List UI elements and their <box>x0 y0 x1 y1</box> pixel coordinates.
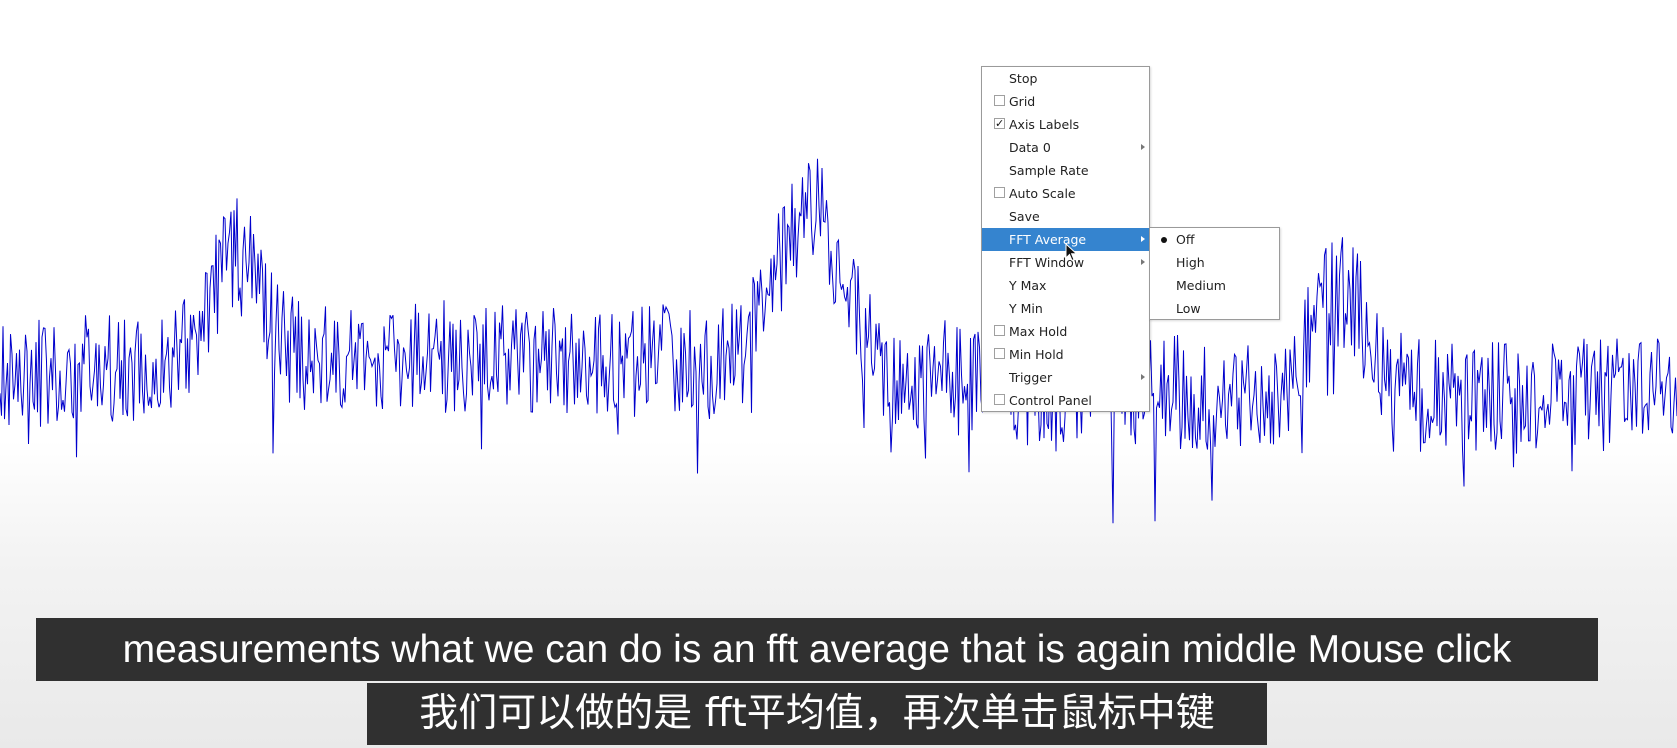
menu-item-label: Grid <box>1009 94 1036 109</box>
menu-item-label: Trigger <box>1009 370 1053 385</box>
mouse-pointer-icon <box>1065 243 1078 262</box>
submenu-item-off[interactable]: Off <box>1150 228 1279 251</box>
menu-item-stop[interactable]: Stop <box>982 67 1149 90</box>
menu-item-fft-window[interactable]: FFT Window <box>982 251 1149 274</box>
submenu-arrow-icon <box>1141 374 1145 380</box>
menu-item-label: Control Panel <box>1009 393 1092 408</box>
submenu-item-medium[interactable]: Medium <box>1150 274 1279 297</box>
menu-item-y-min[interactable]: Y Min <box>982 297 1149 320</box>
fft-spectrum-trace <box>0 158 1677 524</box>
menu-item-label: Stop <box>1009 71 1038 86</box>
plot-context-menu: Stop Grid ✓ Axis Labels Data 0 Sample Rat… <box>981 66 1150 412</box>
submenu-item-label: High <box>1176 255 1205 270</box>
menu-item-max-hold[interactable]: Max Hold <box>982 320 1149 343</box>
menu-item-label: FFT Window <box>1009 255 1085 270</box>
fft-average-submenu: Off High Medium Low <box>1149 227 1280 320</box>
menu-item-auto-scale[interactable]: Auto Scale <box>982 182 1149 205</box>
menu-item-label: Save <box>1009 209 1040 224</box>
menu-item-label: Sample Rate <box>1009 163 1089 178</box>
menu-item-trigger[interactable]: Trigger <box>982 366 1149 389</box>
menu-item-label: Max Hold <box>1009 324 1068 339</box>
submenu-item-label: Off <box>1176 232 1195 247</box>
menu-item-sample-rate[interactable]: Sample Rate <box>982 159 1149 182</box>
menu-item-control-panel[interactable]: Control Panel <box>982 389 1149 412</box>
subtitle-english: measurements what we can do is an fft av… <box>36 618 1598 681</box>
submenu-arrow-icon <box>1141 259 1145 265</box>
submenu-item-high[interactable]: High <box>1150 251 1279 274</box>
menu-item-axis-labels[interactable]: ✓ Axis Labels <box>982 113 1149 136</box>
subtitle-chinese: 我们可以做的是 fft平均值，再次单击鼠标中键 <box>367 683 1267 745</box>
menu-item-label: Y Max <box>1009 278 1047 293</box>
submenu-arrow-icon <box>1141 236 1145 242</box>
menu-item-label: Axis Labels <box>1009 117 1080 132</box>
checkbox-icon[interactable] <box>994 325 1005 336</box>
submenu-item-low[interactable]: Low <box>1150 297 1279 320</box>
checkbox-icon[interactable] <box>994 394 1005 405</box>
menu-item-grid[interactable]: Grid <box>982 90 1149 113</box>
menu-item-y-max[interactable]: Y Max <box>982 274 1149 297</box>
menu-item-label: Y Min <box>1009 301 1043 316</box>
radio-selected-icon <box>1161 237 1167 243</box>
menu-item-data-0[interactable]: Data 0 <box>982 136 1149 159</box>
submenu-item-label: Medium <box>1176 278 1226 293</box>
checkbox-icon[interactable] <box>994 348 1005 359</box>
checkbox-icon[interactable] <box>994 187 1005 198</box>
menu-item-label: Min Hold <box>1009 347 1064 362</box>
menu-item-save[interactable]: Save <box>982 205 1149 228</box>
checkbox-icon[interactable] <box>994 95 1005 106</box>
menu-item-label: Data 0 <box>1009 140 1051 155</box>
menu-item-label: FFT Average <box>1009 232 1087 247</box>
submenu-item-label: Low <box>1176 301 1201 316</box>
menu-item-fft-average[interactable]: FFT Average <box>982 228 1149 251</box>
checkmark-icon[interactable]: ✓ <box>994 117 1005 130</box>
submenu-arrow-icon <box>1141 144 1145 150</box>
menu-item-label: Auto Scale <box>1009 186 1076 201</box>
menu-item-min-hold[interactable]: Min Hold <box>982 343 1149 366</box>
